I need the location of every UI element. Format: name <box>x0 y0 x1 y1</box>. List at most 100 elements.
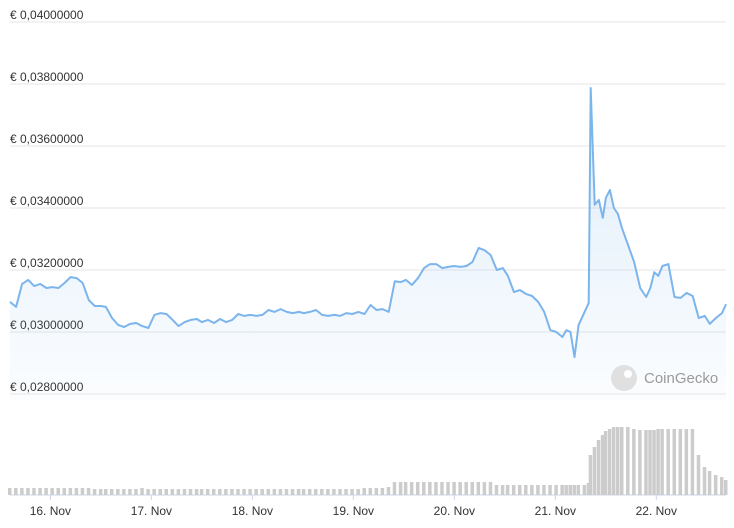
x-tick-label: 16. Nov <box>30 504 71 518</box>
volume-bar <box>242 489 246 495</box>
volume-bar <box>724 480 728 495</box>
volume-bar <box>707 471 712 495</box>
volume-bar <box>284 489 289 495</box>
volume-bar <box>517 485 522 495</box>
volume-bar <box>386 487 391 495</box>
volume-bar <box>140 488 144 495</box>
volume-bar <box>632 429 636 495</box>
volume-bar <box>422 482 426 495</box>
volume-bar <box>260 489 264 495</box>
volume-bar <box>476 482 481 495</box>
volume-bar <box>152 489 156 495</box>
volume-bar <box>482 482 487 495</box>
volume-bar <box>362 488 366 495</box>
volume-bar <box>696 455 701 495</box>
volume-bar <box>374 488 379 495</box>
volume-bar <box>182 489 187 495</box>
volume-bar <box>254 489 258 495</box>
volume-bar <box>326 489 330 495</box>
volume-bar <box>134 489 138 495</box>
volume-bar <box>38 488 42 495</box>
volume-bar <box>660 429 664 495</box>
volume-bar <box>586 483 591 495</box>
x-tick-label: 20. Nov <box>434 504 475 518</box>
volume-bar <box>32 488 36 495</box>
volume-bar <box>128 489 132 495</box>
volume-bar <box>272 489 277 495</box>
volume-bar <box>603 431 608 495</box>
volume-bar <box>50 488 54 495</box>
volume-bar <box>572 485 577 495</box>
volume-bar <box>350 489 354 495</box>
volume-bar <box>713 475 718 495</box>
volume-bar <box>719 477 724 495</box>
volume-bar <box>8 488 12 495</box>
volume-bar <box>44 488 48 495</box>
volume-bar <box>494 485 499 495</box>
volume-bar <box>446 482 450 495</box>
watermark: CoinGecko <box>611 365 718 391</box>
volume-bar <box>92 489 97 495</box>
volume-bar <box>236 489 240 495</box>
volume-bar <box>20 488 24 495</box>
volume-bar <box>505 485 510 495</box>
volume-bar <box>672 429 676 495</box>
volume-bar <box>248 489 252 495</box>
volume-bar <box>626 427 630 495</box>
volume-bar <box>199 489 204 495</box>
volume-bar <box>666 429 670 495</box>
volume-bar <box>638 430 642 495</box>
volume-bar <box>458 482 462 495</box>
volume-bar <box>320 489 324 495</box>
x-tick-label: 18. Nov <box>232 504 273 518</box>
volume-bar <box>211 489 216 495</box>
volume-bar <box>344 489 348 495</box>
volume-bar <box>560 485 564 495</box>
x-tick-label: 19. Nov <box>333 504 374 518</box>
volume-bar <box>600 435 605 495</box>
volume-bar <box>164 489 169 495</box>
volume-bar <box>398 482 403 495</box>
volume-bar <box>615 427 620 495</box>
volume-bar <box>592 447 597 495</box>
volume-bar <box>56 488 60 495</box>
volume-bar <box>524 485 528 495</box>
volume-bar <box>415 482 420 495</box>
volume-bar <box>690 429 695 495</box>
volume-bar <box>582 485 587 495</box>
volume-bar <box>656 429 660 495</box>
volume-bar <box>116 489 120 495</box>
volume-bar <box>648 430 652 495</box>
x-tick-label: 17. Nov <box>131 504 172 518</box>
volume-bar <box>278 489 283 495</box>
volume-bar <box>554 485 558 495</box>
watermark-logo <box>611 365 637 391</box>
volume-bar <box>684 429 689 495</box>
volume-bar <box>205 489 210 495</box>
price-line <box>9 87 727 359</box>
volume-bar <box>188 489 193 495</box>
volume-bar <box>500 485 505 495</box>
volume-bar <box>301 489 306 495</box>
y-tick-label: € 0,03600000 <box>10 132 84 146</box>
volume-bar <box>452 482 456 495</box>
x-tick-label: 21. Nov <box>535 504 576 518</box>
volume-bar <box>224 489 228 495</box>
volume-bar <box>678 429 683 495</box>
volume-bar <box>568 485 572 495</box>
volume-bar <box>338 489 342 495</box>
volume-bar <box>266 489 271 495</box>
y-tick-label: € 0,03800000 <box>10 70 84 84</box>
volume-bar <box>368 488 373 495</box>
volume-bar <box>68 488 73 495</box>
volume-bar <box>313 489 318 495</box>
volume-bar <box>652 430 656 495</box>
volume-bar <box>536 485 540 495</box>
volume-bar <box>122 489 126 495</box>
volume-bar <box>158 489 162 495</box>
volume-bar <box>530 485 534 495</box>
volume-bar <box>619 427 624 495</box>
y-tick-label: € 0,03400000 <box>10 194 84 208</box>
volume-bar <box>86 488 91 495</box>
